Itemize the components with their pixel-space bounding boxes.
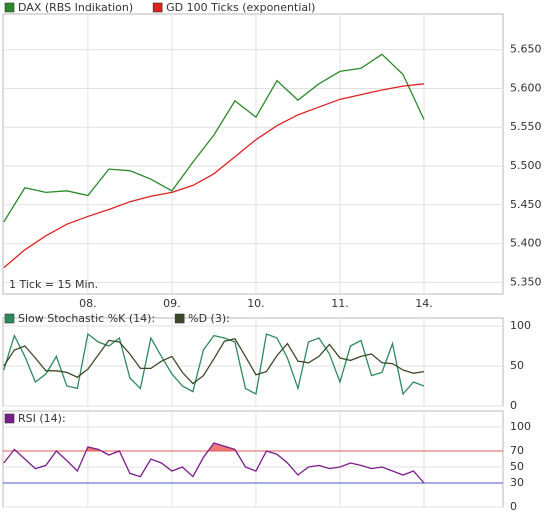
annotation: 1 Tick = 15 Min. [9, 278, 98, 291]
y-tick-label: 5.450 [510, 198, 542, 211]
series-line [3, 338, 425, 385]
legend-label: DAX (RBS Indikation) [18, 1, 133, 14]
y-tick-label: 5.550 [510, 120, 542, 133]
y-tick-label: 5.500 [510, 159, 542, 172]
y-tick-label: 5.650 [510, 43, 542, 56]
y-tick-label: 5.400 [510, 237, 542, 250]
x-tick-label: 09. [163, 297, 181, 310]
overbought-fill [3, 443, 425, 451]
y-tick-label: 0 [510, 500, 517, 513]
legend-label: GD 100 Ticks (exponential) [166, 1, 315, 14]
x-tick-label: 08. [79, 297, 97, 310]
y-tick-label: 0 [510, 399, 517, 412]
y-tick-label: 50 [510, 460, 524, 473]
series-line [3, 442, 425, 484]
plot-area [2, 13, 504, 295]
x-tick-label: 11. [331, 297, 349, 310]
x-tick-label: 14. [415, 297, 433, 310]
y-tick-label: 50 [510, 359, 524, 372]
y-tick-label: 70 [510, 444, 524, 457]
legend-label: Slow Stochastic %K (14): [18, 312, 155, 325]
legend-swatch [4, 2, 15, 13]
series-line [3, 53, 425, 223]
legend-label: %D (3): [188, 312, 230, 325]
plot-area [2, 410, 504, 508]
y-tick-label: 5.600 [510, 81, 542, 94]
legend-swatch [174, 313, 185, 324]
legend-label: RSI (14): [18, 412, 66, 425]
y-tick-label: 30 [510, 476, 524, 489]
x-tick-label: 10. [247, 297, 265, 310]
legend-swatch [4, 413, 15, 424]
series-line [3, 332, 425, 396]
y-tick-label: 100 [510, 420, 531, 433]
y-tick-label: 100 [510, 319, 531, 332]
plot-area [2, 317, 504, 407]
series-line [3, 83, 425, 269]
y-tick-label: 5.350 [510, 275, 542, 288]
legend-swatch [4, 313, 15, 324]
legend-swatch [152, 2, 163, 13]
